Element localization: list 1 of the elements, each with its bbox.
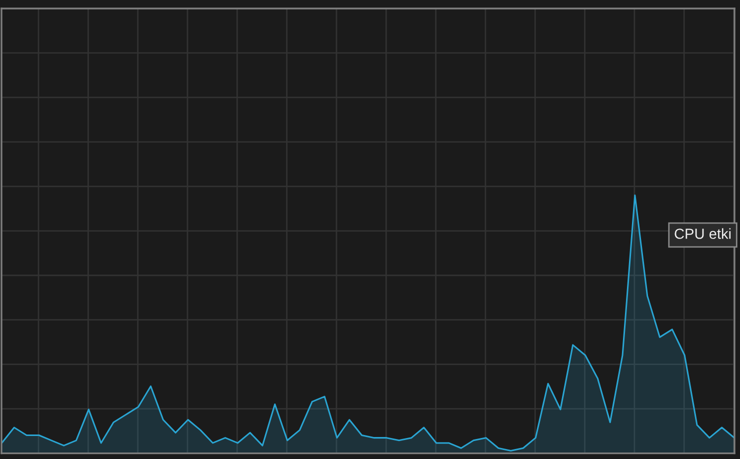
annotation: CPU etki	[674, 228, 731, 239]
